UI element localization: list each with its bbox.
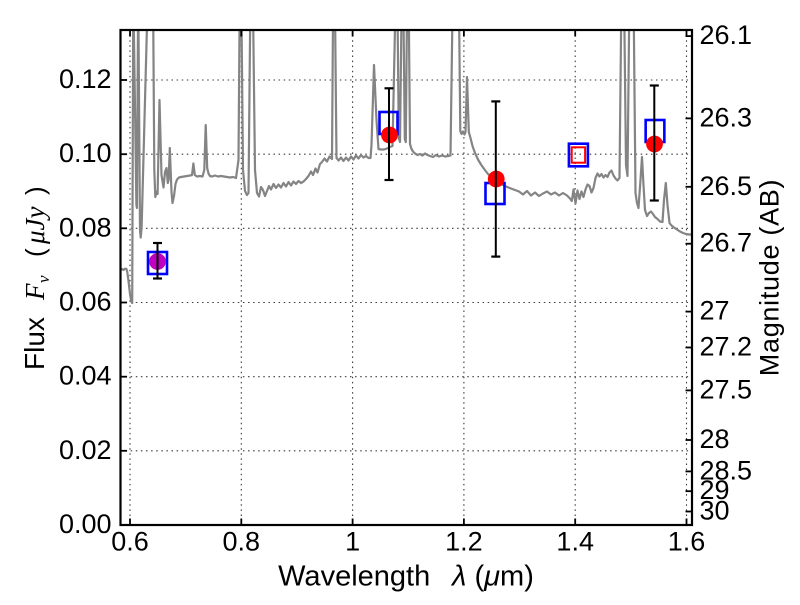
svg-text:26.3: 26.3 (700, 102, 753, 132)
svg-text:1: 1 (345, 527, 360, 557)
svg-text:26.7: 26.7 (700, 228, 753, 258)
svg-text:27.2: 27.2 (700, 332, 753, 362)
svg-text:1.6: 1.6 (668, 527, 706, 557)
svg-text:28: 28 (700, 424, 730, 454)
svg-text:27.5: 27.5 (700, 374, 753, 404)
svg-text:FluxFν(μJy): FluxFν(μJy) (19, 186, 53, 370)
svg-text:0.00: 0.00 (59, 509, 112, 539)
svg-text:0.08: 0.08 (59, 212, 112, 242)
svg-text:0.8: 0.8 (223, 527, 261, 557)
svg-text:1.2: 1.2 (445, 527, 483, 557)
svg-text:Wavelength λ (μm): Wavelength λ (μm) (278, 561, 534, 593)
svg-text:0.04: 0.04 (59, 361, 112, 391)
svg-text:0.12: 0.12 (59, 64, 112, 94)
svg-text:0.10: 0.10 (59, 138, 112, 168)
svg-text:1.4: 1.4 (556, 527, 594, 557)
svg-text:26.5: 26.5 (700, 171, 753, 201)
svg-text:0.06: 0.06 (59, 287, 112, 317)
svg-text:Magnitude (AB): Magnitude (AB) (755, 179, 785, 376)
svg-text:30: 30 (700, 496, 730, 526)
svg-text:29: 29 (700, 475, 730, 505)
svg-text:26.1: 26.1 (700, 20, 753, 50)
svg-text:27: 27 (700, 296, 730, 326)
svg-text:0.6: 0.6 (111, 527, 149, 557)
svg-text:0.02: 0.02 (59, 435, 112, 465)
svg-text:28.5: 28.5 (700, 455, 753, 485)
